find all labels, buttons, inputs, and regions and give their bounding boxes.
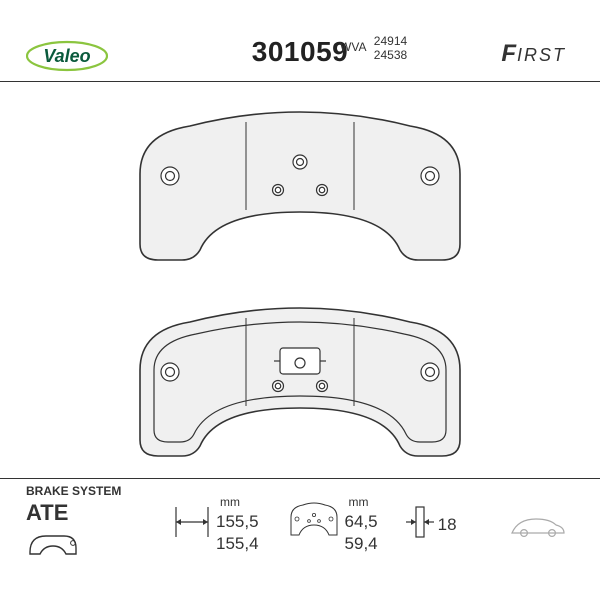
header: Valeo 301059 WVA 24914 24538 FIRST	[0, 30, 600, 82]
brake-system-name: ATE	[26, 500, 126, 526]
brake-pad-bottom	[140, 308, 460, 456]
height-val-0: 64,5	[345, 511, 378, 533]
width-val-1: 155,4	[216, 533, 259, 555]
caliper-icon	[26, 530, 126, 565]
thickness-icon	[404, 497, 436, 552]
wva-block: WVA 24914 24538	[340, 34, 407, 62]
width-unit: mm	[220, 495, 259, 509]
dim-width: mm 155,5 155,4	[170, 495, 259, 555]
brake-system-block: BRAKE SYSTEM ATE	[26, 484, 126, 565]
width-val-0: 155,5	[216, 511, 259, 533]
series-first: FIRST	[501, 40, 566, 68]
height-unit: mm	[349, 495, 378, 509]
footer: BRAKE SYSTEM ATE mm	[0, 478, 600, 570]
valeo-logo: Valeo	[26, 38, 108, 74]
car-silhouette-icon	[510, 511, 566, 544]
wva-label: WVA	[340, 40, 366, 54]
height-icon	[285, 497, 343, 552]
width-icon	[170, 497, 214, 552]
height-val-1: 59,4	[345, 533, 378, 555]
dim-thickness: 18	[404, 497, 457, 552]
thickness-val: 18	[438, 514, 457, 536]
part-number: 301059	[252, 36, 348, 68]
wva-code-1: 24538	[374, 48, 407, 62]
pad-drawings	[130, 104, 470, 466]
brake-pad-top	[140, 112, 460, 260]
brake-system-label: BRAKE SYSTEM	[26, 484, 126, 498]
logo-text: Valeo	[43, 46, 90, 66]
wva-code-0: 24914	[374, 34, 407, 48]
dim-height: mm 64,5 59,4	[285, 495, 378, 555]
